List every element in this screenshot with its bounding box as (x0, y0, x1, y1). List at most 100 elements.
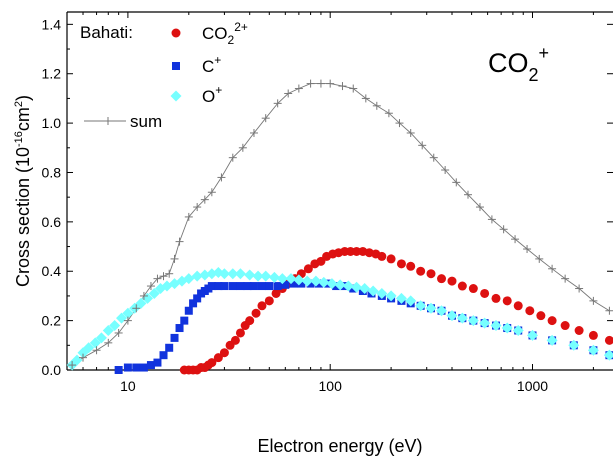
data-point (95, 332, 107, 344)
data-point (318, 276, 330, 288)
data-point (547, 316, 557, 326)
data-point (268, 271, 280, 283)
data-point (193, 294, 202, 303)
data-point (587, 344, 599, 356)
data-point (146, 361, 155, 370)
data-point (301, 275, 313, 287)
data-point (89, 337, 101, 349)
data-point (491, 293, 501, 303)
data-point (191, 270, 203, 282)
data-point (180, 316, 189, 325)
data-point (114, 328, 123, 337)
data-point (273, 282, 282, 291)
data-point (146, 282, 155, 291)
data-point (536, 311, 546, 321)
data-point (114, 366, 123, 374)
data-point (159, 272, 168, 281)
data-point (303, 264, 313, 274)
y-tick-label: 0.6 (42, 214, 62, 230)
data-point (605, 306, 613, 315)
x-tick-label: 10 (120, 378, 136, 394)
data-point (271, 288, 281, 298)
data-point (175, 324, 184, 333)
y-tick-label: 0.2 (42, 313, 62, 329)
data-point (437, 274, 447, 284)
data-point (175, 237, 184, 246)
y-tick-label: 0.8 (42, 164, 62, 180)
data-point (220, 282, 229, 291)
legend-label: C+ (202, 53, 221, 76)
y-axis-title-end: ) (13, 95, 33, 101)
y-tick-label: 1.4 (42, 16, 62, 32)
data-point (425, 302, 437, 314)
data-point (464, 190, 473, 199)
data-point (479, 317, 491, 329)
data-point (189, 299, 198, 308)
data-point (560, 321, 570, 331)
data-point (244, 269, 256, 281)
y-tick-label: 1.0 (42, 115, 62, 131)
data-point (132, 363, 141, 372)
data-point (475, 203, 484, 212)
series-plus (68, 79, 613, 370)
data-point (502, 296, 512, 306)
y-tick-label: 0.4 (42, 263, 62, 279)
data-point (589, 296, 598, 305)
data-point (568, 339, 580, 351)
data-point (260, 270, 272, 282)
legend-marker (170, 90, 182, 102)
data-point (165, 343, 174, 352)
data-point (513, 301, 523, 311)
data-point (386, 254, 396, 264)
data-point (83, 342, 95, 354)
data-point (316, 79, 325, 88)
data-point (139, 291, 148, 300)
data-point (342, 280, 354, 292)
legend-marker (172, 62, 180, 70)
legend-label: sum (130, 112, 162, 131)
data-point (326, 79, 335, 88)
data-point (499, 225, 508, 234)
x-tick-label: 100 (319, 378, 343, 394)
data-point (441, 166, 450, 175)
legend-label: O+ (202, 83, 222, 106)
data-point (214, 282, 223, 291)
ion-label: CO2+ (488, 43, 549, 85)
data-point (219, 348, 229, 358)
legend-label: CO22+ (202, 20, 248, 47)
data-point (249, 282, 258, 291)
data-point (245, 316, 255, 326)
data-point (326, 278, 338, 290)
data-point (243, 282, 252, 291)
data-point (251, 308, 261, 318)
data-point (457, 281, 467, 291)
data-point (230, 335, 240, 345)
data-point (468, 284, 478, 294)
y-axis-title-unit: cm (13, 107, 33, 131)
data-point (207, 188, 216, 197)
data-point (447, 276, 457, 286)
data-point (349, 84, 358, 93)
x-axis-title: Electron energy (eV) (257, 436, 422, 456)
series-circle (179, 246, 613, 375)
data-point (526, 329, 538, 341)
data-point (377, 251, 387, 261)
data-point (199, 269, 211, 281)
data-point (376, 287, 388, 299)
data-point (561, 274, 570, 283)
data-point (148, 287, 160, 299)
data-point (165, 269, 174, 278)
data-point (467, 315, 479, 327)
data-point (334, 279, 346, 291)
series-diamond (66, 266, 613, 371)
data-point (68, 361, 77, 370)
data-point (535, 254, 544, 263)
data-point (512, 324, 524, 336)
data-point (170, 254, 179, 263)
data-point (257, 282, 266, 291)
y-axis-title-exponent: -16 (13, 131, 25, 147)
chart-legend: Bahati: CO22+ C+ O+ sum (80, 20, 248, 131)
data-point (603, 349, 613, 361)
data-point (170, 333, 179, 342)
data-point (297, 279, 306, 288)
